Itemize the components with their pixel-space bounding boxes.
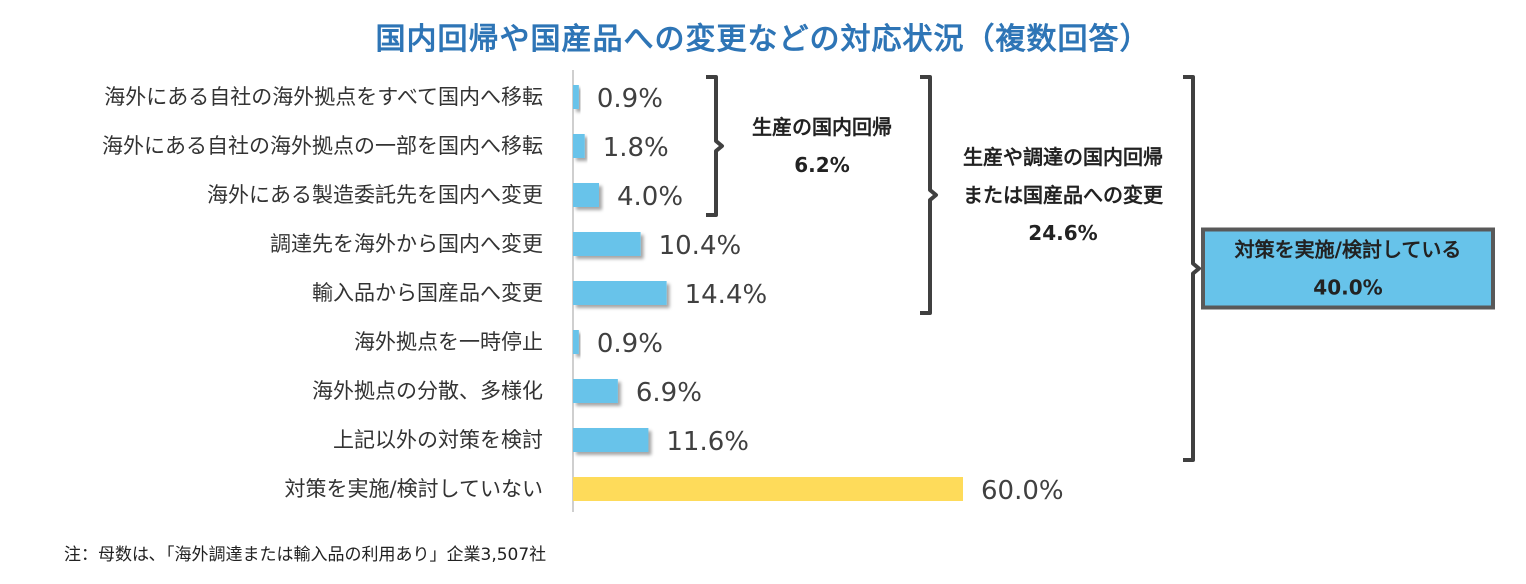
bar bbox=[573, 281, 667, 305]
group-annotation: 40.0% bbox=[1313, 276, 1382, 300]
category-label: 上記以外の対策を検討 bbox=[333, 428, 543, 452]
value-label: 0.9% bbox=[597, 329, 663, 359]
category-label: 海外にある自社の海外拠点の一部を国内へ移転 bbox=[102, 134, 543, 158]
value-label: 1.8% bbox=[603, 133, 669, 163]
bar bbox=[573, 183, 599, 207]
value-label: 60.0% bbox=[981, 476, 1064, 506]
value-label: 10.4% bbox=[659, 231, 742, 261]
bar bbox=[573, 379, 618, 403]
bar bbox=[573, 85, 579, 109]
category-label: 海外拠点を一時停止 bbox=[354, 330, 543, 354]
value-label: 4.0% bbox=[617, 182, 683, 212]
callout-box bbox=[1201, 227, 1495, 310]
group-bracket bbox=[1183, 75, 1201, 462]
group-annotation: 24.6% bbox=[1028, 221, 1097, 245]
value-label: 14.4% bbox=[685, 280, 768, 310]
group-annotation: 対策を実施/検討している bbox=[1234, 238, 1462, 262]
category-label: 輸入品から国産品へ変更 bbox=[312, 281, 543, 305]
bar bbox=[573, 232, 641, 256]
group-bracket bbox=[706, 75, 724, 217]
bar bbox=[573, 134, 585, 158]
bar bbox=[573, 330, 579, 354]
category-label: 対策を実施/検討していない bbox=[285, 477, 543, 501]
value-label: 6.9% bbox=[636, 378, 702, 408]
group-annotation: 生産や調達の国内回帰 bbox=[963, 145, 1163, 169]
chart-title: 国内回帰や国産品への変更などの対応状況（複数回答） bbox=[375, 22, 1151, 57]
group-annotation: 6.2% bbox=[794, 153, 849, 177]
bar bbox=[573, 477, 963, 501]
category-label: 海外にある製造委託先を国内へ変更 bbox=[207, 183, 543, 207]
footnote: 注：母数は､「海外調達または輸入品の利用あり」企業3,507社 bbox=[64, 545, 547, 565]
bar bbox=[573, 428, 649, 452]
category-label: 海外にある自社の海外拠点をすべて国内へ移転 bbox=[104, 85, 543, 109]
group-annotation: 生産の国内回帰 bbox=[752, 115, 892, 139]
category-label: 調達先を海外から国内へ変更 bbox=[270, 232, 543, 256]
group-annotation: または国産品への変更 bbox=[963, 183, 1164, 207]
value-label: 0.9% bbox=[597, 84, 663, 114]
category-label: 海外拠点の分散、多様化 bbox=[312, 379, 543, 403]
value-label: 11.6% bbox=[666, 427, 749, 457]
group-bracket bbox=[920, 75, 938, 315]
